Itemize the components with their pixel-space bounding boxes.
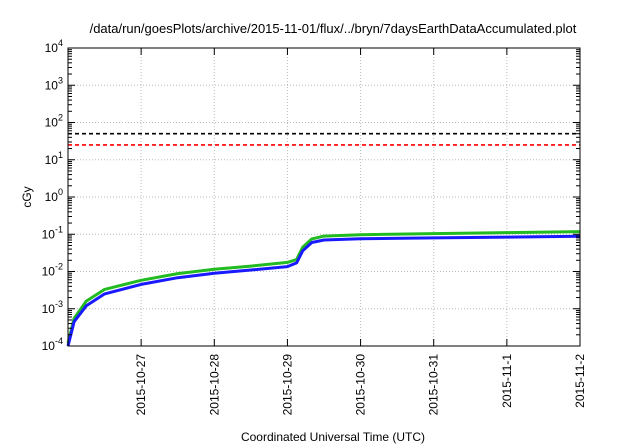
grid (68, 48, 580, 346)
y-axis-label: cGy (20, 186, 34, 207)
x-tick-label: 2015-10-28 (207, 354, 221, 416)
x-tick-label: 2015-11-1 (500, 354, 514, 408)
y-tick-label: 10-1 (42, 224, 63, 241)
x-tick-label: 2015-10-30 (354, 354, 368, 416)
series-line (66, 230, 581, 344)
y-tick-label: 103 (45, 75, 63, 92)
x-tick-label: 2015-11-2 (573, 354, 587, 408)
y-tick-label: 100 (45, 187, 63, 204)
x-axis-label: Coordinated Universal Time (UTC) (241, 430, 425, 444)
chart-title: /data/run/goesPlots/archive/2015-11-01/f… (90, 21, 577, 36)
x-axis: 2015-10-27 2015-10-28 2015-10-29 2015-10-30… (134, 48, 587, 415)
y-tick-label: 102 (45, 113, 63, 130)
y-axis: 10-4 10-3 10-2 10-1 100 101 102 103 104 (42, 38, 580, 353)
series-line (66, 234, 581, 347)
y-tick-label: 101 (45, 150, 63, 167)
x-tick-label: 2015-10-27 (134, 354, 148, 416)
reference-lines (68, 132, 580, 146)
y-tick-label: 10-4 (42, 336, 63, 353)
x-tick-label: 2015-10-29 (280, 354, 294, 416)
y-tick-label: 104 (45, 38, 63, 55)
y-tick-label: 10-3 (42, 299, 63, 316)
series-group (66, 230, 581, 347)
y-tick-label: 10-2 (42, 262, 63, 279)
x-tick-label: 2015-10-31 (427, 354, 441, 416)
